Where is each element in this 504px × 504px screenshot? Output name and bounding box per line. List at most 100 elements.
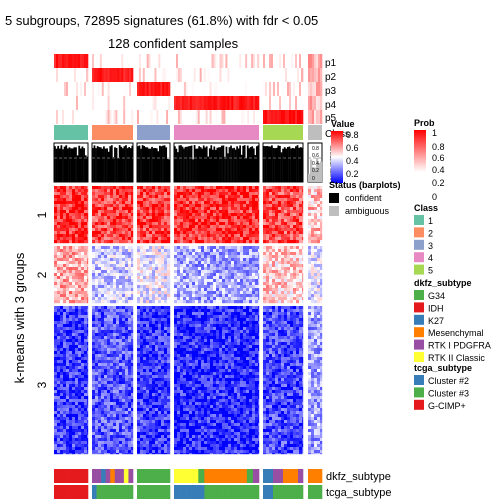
heatmap-cell (299, 273, 303, 277)
silhouette-bar (312, 166, 315, 182)
heatmap-cell (66, 228, 70, 232)
heatmap-cell (183, 192, 187, 196)
heatmap-cell (198, 252, 202, 256)
heatmap-cell (110, 237, 114, 241)
heatmap-cell (140, 291, 144, 295)
heatmap-cell (189, 330, 193, 334)
heatmap-cell (81, 261, 85, 265)
heatmap-cell (81, 306, 85, 310)
heatmap-cell (296, 300, 300, 304)
heatmap-cell (54, 273, 58, 277)
heatmap-cell (125, 258, 129, 262)
heatmap-cell (272, 285, 276, 289)
heatmap-cell (240, 273, 244, 277)
heatmap-cell (183, 201, 187, 205)
heatmap-cell (75, 240, 79, 244)
heatmap-cell (216, 258, 220, 262)
heatmap-cell (186, 324, 190, 328)
heatmap-cell (122, 192, 126, 196)
heatmap-cell (311, 210, 315, 214)
heatmap-cell (122, 252, 126, 256)
heatmap-cell (69, 270, 73, 274)
heatmap-cell (158, 231, 162, 235)
heatmap-cell (272, 246, 276, 250)
heatmap-cell (287, 195, 291, 199)
heatmap-cell (146, 321, 150, 325)
heatmap-cell (146, 204, 150, 208)
heatmap-cell (204, 228, 208, 232)
heatmap-cell (290, 276, 294, 280)
heatmap-cell (240, 330, 244, 334)
heatmap-cell (207, 306, 211, 310)
heatmap-cell (98, 273, 102, 277)
heatmap-cell (204, 321, 208, 325)
heatmap-cell (101, 312, 105, 316)
prob-cell (231, 68, 234, 82)
heatmap-cell (75, 195, 79, 199)
heatmap-cell (216, 201, 220, 205)
heatmap-cell (258, 261, 260, 265)
silhouette-bar (308, 173, 311, 182)
heatmap-cell (113, 276, 117, 280)
prob-cell (291, 82, 294, 96)
prob-cell (142, 82, 146, 96)
heatmap-cell (60, 189, 64, 193)
heatmap-cell (186, 222, 190, 226)
heatmap-cell (140, 300, 144, 304)
heatmap-cell (116, 222, 120, 226)
heatmap-cell (213, 282, 217, 286)
prob-cell (162, 110, 165, 124)
heatmap-cell (116, 324, 120, 328)
heatmap-cell (314, 255, 318, 259)
prob-cell (279, 54, 282, 68)
heatmap-cell (189, 246, 193, 250)
heatmap-cell (272, 336, 276, 340)
heatmap-cell (149, 279, 153, 283)
prob-cell (285, 110, 288, 124)
prob-cell (177, 110, 181, 124)
heatmap-cell (201, 213, 205, 217)
heatmap-cell (246, 309, 250, 313)
heatmap-cell (137, 195, 141, 199)
heatmap-cell (104, 225, 108, 229)
heatmap-cell (258, 225, 260, 229)
heatmap-cell (231, 270, 235, 274)
heatmap-cell (107, 282, 111, 286)
heatmap-cell (299, 276, 303, 280)
heatmap-cell (161, 312, 165, 316)
heatmap-cell (143, 219, 147, 223)
heatmap-cell (219, 240, 223, 244)
heatmap-cell (252, 300, 256, 304)
heatmap-cell (228, 234, 232, 238)
heatmap-cell (213, 261, 217, 265)
prob-cell (187, 82, 191, 96)
heatmap-cell (234, 300, 238, 304)
heatmap-cell (110, 318, 114, 322)
heatmap-cell (131, 294, 134, 298)
heatmap-cell (116, 264, 120, 268)
heatmap-cell (122, 210, 126, 214)
heatmap-cell (284, 246, 288, 250)
heatmap-cell (281, 258, 285, 262)
heatmap-cell (243, 285, 247, 289)
heatmap-cell (266, 207, 270, 211)
heatmap-cell (249, 216, 253, 220)
prob-cell (84, 82, 87, 96)
silhouette-bar (291, 147, 294, 182)
heatmap-cell (213, 231, 217, 235)
heatmap-cell (225, 312, 229, 316)
heatmap-cell (146, 306, 150, 310)
heatmap-cell (101, 246, 105, 250)
heatmap-cell (281, 309, 285, 313)
heatmap-cell (269, 324, 273, 328)
heatmap-cell (287, 297, 291, 301)
heatmap-cell (299, 204, 303, 208)
heatmap-cell (275, 300, 279, 304)
heatmap-cell (167, 255, 171, 259)
heatmap-cell (249, 327, 253, 331)
prob-cell (316, 68, 319, 82)
heatmap-cell (213, 204, 217, 208)
heatmap-cell (237, 297, 241, 301)
heatmap-cell (60, 330, 64, 334)
silhouette-bar (216, 147, 219, 182)
